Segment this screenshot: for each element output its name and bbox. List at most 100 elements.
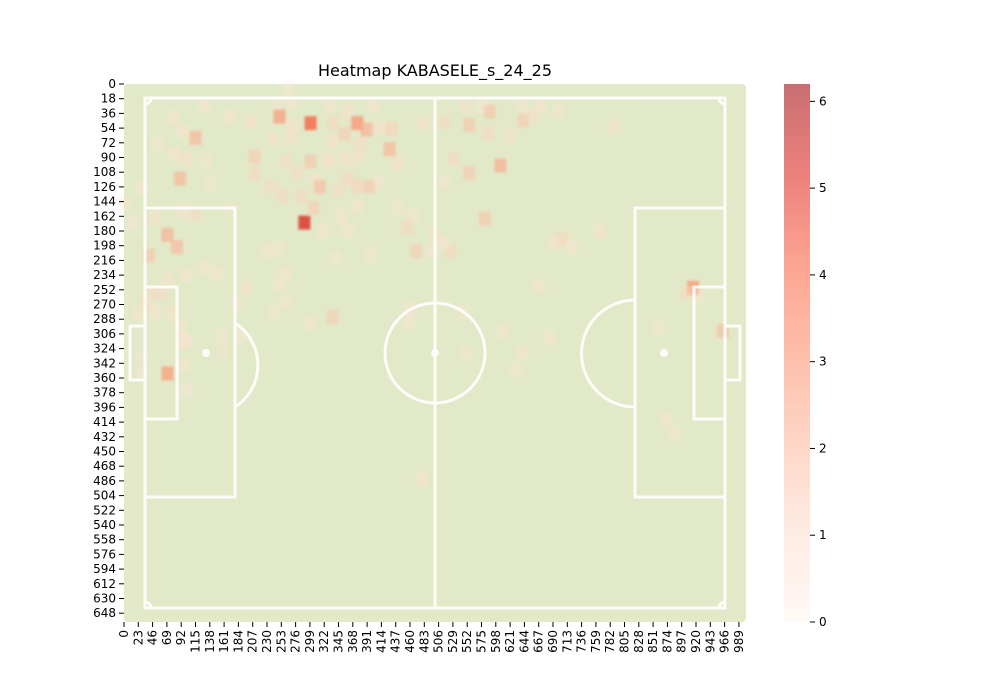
heatmap-cell: [189, 130, 202, 145]
x-tick-label: 805: [618, 630, 632, 653]
heatmap-cell: [264, 179, 277, 194]
x-tick-label: 621: [503, 630, 517, 653]
x-tick-label: 690: [546, 630, 560, 653]
y-tick-label: 378: [93, 386, 116, 400]
y-tick-label: 216: [93, 253, 116, 267]
x-tick-label: 483: [417, 630, 431, 653]
y-tick-label: 90: [101, 151, 116, 165]
heatmap-cell: [127, 215, 140, 230]
right-penalty-spot: [660, 349, 668, 357]
heatmap-cell: [326, 134, 339, 149]
x-tick-label: 299: [303, 630, 317, 653]
heatmap-cell: [373, 120, 385, 135]
heatmap-cell: [416, 116, 429, 131]
heatmap-cell: [200, 154, 213, 169]
heatmap-cell: [180, 268, 193, 283]
heatmap-cell: [565, 240, 578, 254]
heatmap-cell: [460, 99, 473, 113]
heatmap-cell: [478, 211, 491, 226]
y-tick-label: 252: [93, 283, 116, 297]
x-tick-label: 138: [203, 630, 217, 653]
heatmap-cell: [267, 305, 280, 320]
heatmap-cell: [161, 227, 174, 242]
colorbar: 0 1 2 3 4 5 6: [784, 84, 827, 629]
y-tick-label: 540: [93, 518, 116, 532]
x-tick-label: 161: [217, 630, 231, 653]
y-tick-label: 450: [93, 445, 116, 459]
heatmap-cell: [332, 183, 345, 197]
heatmap-cell: [273, 109, 286, 124]
heatmap-cell: [363, 179, 376, 194]
y-axis: 0183654729010812614416218019821623425227…: [93, 77, 124, 620]
x-tick-label: 506: [432, 630, 446, 653]
x-tick-label: 736: [575, 630, 589, 653]
heatmap-cell: [323, 99, 336, 113]
heatmap-cell: [526, 108, 539, 123]
heatmap-cell: [167, 147, 180, 162]
heatmap-cell: [189, 207, 202, 222]
corner-arc-br: [717, 600, 726, 609]
right-penalty-arc: [580, 298, 636, 409]
heatmap-cell: [556, 231, 569, 246]
heatmap-cell: [211, 266, 224, 281]
heatmap-cell: [659, 411, 672, 426]
heatmap-cell: [391, 200, 404, 215]
x-tick-label: 230: [260, 630, 274, 653]
colorbar-tick-label: 4: [819, 268, 827, 282]
y-tick-label: 648: [93, 606, 116, 620]
heatmap-cell: [285, 130, 298, 145]
y-tick-label: 162: [93, 209, 116, 223]
heatmap-cell: [118, 196, 130, 211]
left-penalty-spot: [202, 349, 210, 357]
y-tick-label: 144: [93, 195, 116, 209]
y-tick-label: 234: [93, 268, 116, 282]
heatmap-cell: [167, 110, 180, 125]
x-tick-label: 115: [189, 630, 203, 653]
colorbar-ticks: 0 1 2 3 4 5 6: [810, 94, 827, 629]
x-tick-label: 943: [703, 630, 717, 653]
heatmap-cell: [351, 178, 364, 193]
heatmap-cell: [410, 244, 423, 259]
x-tick-label: 207: [246, 630, 260, 653]
heatmap-cell: [341, 103, 354, 118]
heatmap-cell: [170, 240, 183, 254]
heatmap-cell: [273, 279, 286, 294]
heatmap-cell: [447, 152, 460, 166]
heatmap-cell: [383, 142, 396, 157]
heatmap-cell: [463, 165, 476, 180]
plot-area: [118, 81, 746, 622]
heatmap-cell: [164, 305, 177, 320]
x-tick-label: 368: [346, 630, 360, 653]
heatmap-cell: [282, 81, 295, 96]
heatmap-cell: [155, 285, 168, 300]
colorbar-tick-label: 1: [819, 528, 827, 542]
heatmap-cell: [360, 122, 373, 137]
y-tick-label: 198: [93, 239, 116, 253]
x-tick-label: 414: [374, 630, 388, 653]
heatmap-cell: [326, 116, 339, 131]
colorbar-tick-label: 3: [819, 355, 827, 369]
y-tick-label: 36: [101, 106, 116, 120]
x-tick-label: 828: [632, 630, 646, 653]
x-tick-label: 552: [460, 630, 474, 653]
heatmap-cell: [267, 131, 280, 146]
heatmap-cell: [517, 113, 530, 128]
y-tick-label: 342: [93, 356, 116, 370]
heatmap-cell: [438, 236, 451, 250]
heatmap-cell: [680, 285, 693, 300]
y-tick-label: 576: [93, 547, 116, 561]
x-tick-label: 322: [317, 630, 331, 653]
heatmap-cell: [338, 126, 351, 141]
y-tick-label: 468: [93, 459, 116, 473]
heatmap-cell: [391, 156, 404, 171]
heatmap-cell: [338, 152, 351, 166]
heatmap-cell: [223, 110, 236, 125]
heatmap-cell: [497, 324, 510, 338]
x-tick-label: 782: [603, 630, 617, 653]
y-tick-label: 108: [93, 165, 116, 179]
y-tick-label: 306: [93, 327, 116, 341]
heatmap-cell: [668, 425, 681, 440]
heatmap-cell: [180, 152, 193, 166]
x-tick-label: 345: [332, 630, 346, 653]
